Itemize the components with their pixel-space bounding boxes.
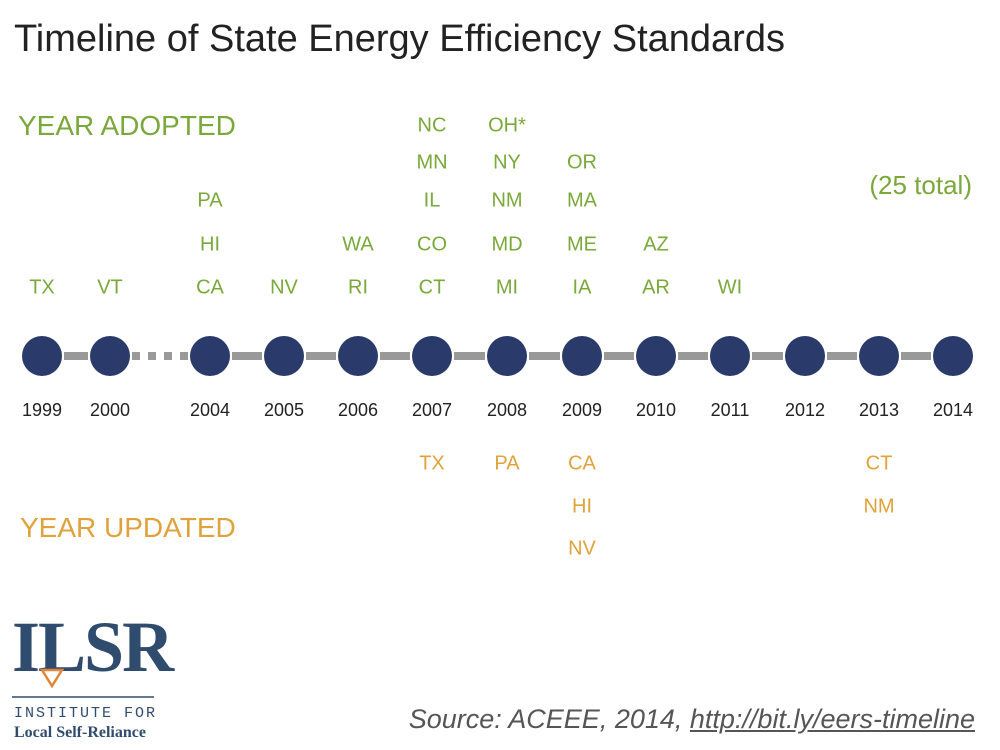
year-label: 2007 [412, 400, 452, 420]
connector [901, 352, 931, 360]
year-node [22, 336, 62, 376]
adopted-state: NC [418, 114, 447, 136]
year-label: 2009 [562, 400, 602, 420]
adopted-state: AZ [643, 233, 669, 255]
adopted-state: NV [270, 276, 298, 298]
adopted-state: TX [29, 276, 55, 298]
adopted-state: VT [97, 276, 123, 298]
year-node [636, 336, 676, 376]
adopted-state: PA [197, 189, 223, 211]
connector [64, 352, 88, 360]
adopted-state: IA [573, 276, 593, 298]
year-node [264, 336, 304, 376]
updated-state: NM [863, 495, 894, 517]
adopted-state: HI [200, 233, 220, 255]
dotted-connector [132, 352, 140, 360]
year-node [933, 336, 973, 376]
connector [306, 352, 336, 360]
adopted-label: YEAR ADOPTED [18, 110, 236, 141]
adopted-state: OH* [488, 114, 526, 136]
title: Timeline of State Energy Efficiency Stan… [14, 18, 785, 60]
updated-state: NV [568, 537, 596, 559]
dotted-connector [180, 352, 188, 360]
adopted-state: ME [567, 233, 597, 255]
year-label: 2012 [785, 400, 825, 420]
year-node [859, 336, 899, 376]
adopted-state: IL [424, 189, 441, 211]
logo-line2: Local Self-Reliance [14, 724, 146, 741]
updated-state: CT [866, 452, 893, 474]
adopted-state: AR [642, 276, 670, 298]
logo-triangle [40, 668, 64, 689]
timeline: 1999 TX 2000 VT 2004 CA HI PA 2005 NV 2006 RI WA 2007… [22, 114, 973, 559]
connector [529, 352, 560, 360]
updated-state: HI [572, 495, 592, 517]
connector [678, 352, 708, 360]
logo-triangle-shape [40, 668, 64, 689]
updated-state: PA [494, 452, 520, 474]
updated-state: CA [568, 452, 596, 474]
year-node [90, 336, 130, 376]
connector [380, 352, 410, 360]
logo-rule [12, 696, 154, 698]
adopted-state: WI [718, 276, 742, 298]
adopted-state: MN [416, 151, 447, 173]
logo-line1: INSTITUTE FOR [14, 705, 158, 722]
total-note: (25 total) [869, 170, 972, 200]
year-label: 2000 [90, 400, 130, 420]
dotted-connector [164, 352, 172, 360]
year-label: 2005 [264, 400, 304, 420]
connector [232, 352, 262, 360]
year-label: 2006 [338, 400, 378, 420]
source: Source: ACEEE, 2014, http://bit.ly/eers-… [409, 704, 975, 735]
adopted-state: MA [567, 189, 598, 211]
updated-label: YEAR UPDATED [20, 512, 236, 543]
year-label: 2013 [859, 400, 899, 420]
year-label: 2004 [190, 400, 230, 420]
source-text: Source: ACEEE, 2014, [408, 704, 690, 734]
year-node [190, 336, 230, 376]
adopted-state: NY [493, 151, 521, 173]
year-node [785, 336, 825, 376]
adopted-state: NM [491, 189, 522, 211]
connector [454, 352, 485, 360]
year-label: 2014 [933, 400, 973, 420]
year-label: 1999 [22, 400, 62, 420]
adopted-state: OR [567, 151, 597, 173]
logo-mark: ILSR [12, 607, 174, 687]
adopted-state: CO [417, 233, 447, 255]
connector [752, 352, 783, 360]
year-label: 2010 [636, 400, 676, 420]
year-node [562, 336, 602, 376]
updated-state: TX [419, 452, 445, 474]
dotted-connector [148, 352, 156, 360]
adopted-state: MI [496, 276, 518, 298]
year-label: 2011 [711, 400, 750, 420]
year-node [338, 336, 378, 376]
connector [604, 352, 634, 360]
year-label: 2008 [487, 400, 527, 420]
adopted-state: CT [419, 276, 446, 298]
adopted-state: RI [348, 276, 368, 298]
year-node [412, 336, 452, 376]
source-link[interactable]: http://bit.ly/eers-timeline [689, 704, 975, 734]
connector [827, 352, 857, 360]
adopted-state: CA [196, 276, 224, 298]
adopted-state: WA [342, 233, 374, 255]
year-node [487, 336, 527, 376]
year-node [710, 336, 750, 376]
adopted-state: MD [491, 233, 522, 255]
